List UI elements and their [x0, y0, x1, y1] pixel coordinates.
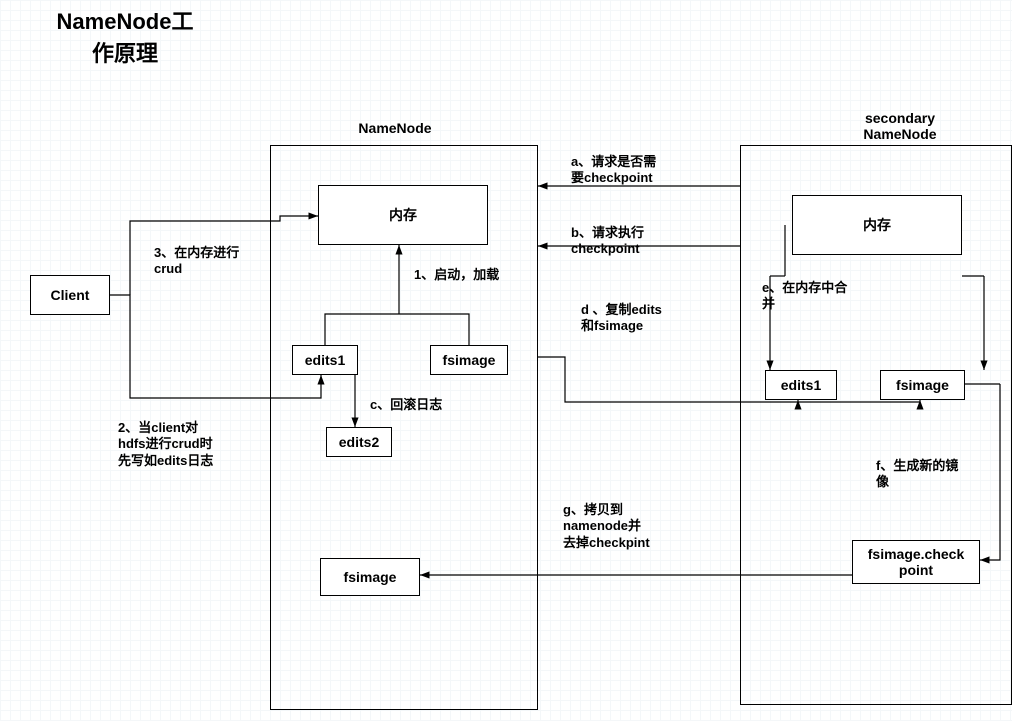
label-c-rollback-log: c、回滚日志	[370, 397, 480, 413]
client-box: Client	[30, 275, 110, 315]
edits2-box: edits2	[326, 427, 392, 457]
namenode-memory-box: 内存	[318, 185, 488, 245]
label-a-request-checkpoint: a、请求是否需 要checkpoint	[571, 154, 711, 187]
diagram-title: NameNode工 作原理	[50, 4, 200, 68]
diagram-canvas: NameNode工 作原理 NameNode secondary NameNod…	[0, 0, 1012, 721]
namenode-fsimage2-box: fsimage	[320, 558, 420, 596]
label-f-new-image: f、生成新的镜 像	[876, 458, 1006, 491]
secondary-fsimage-box: fsimage	[880, 370, 965, 400]
label-b-execute-checkpoint: b、请求执行 checkpoint	[571, 225, 711, 258]
fsimage-checkpoint-box: fsimage.check point	[852, 540, 980, 584]
label-1-startup-load: 1、启动，加载	[414, 267, 524, 283]
namenode-container-label: NameNode	[335, 120, 455, 136]
secondary-edits1-box: edits1	[765, 370, 837, 400]
secondary-namenode-container-label: secondary NameNode	[830, 110, 970, 142]
namenode-fsimage-box: fsimage	[430, 345, 508, 375]
label-g-copy-to-namenode: g、拷贝到 namenode并 去掉checkpint	[563, 502, 703, 551]
secondary-memory-box: 内存	[792, 195, 962, 255]
label-e-merge-in-memory: e、在内存中合 并	[762, 280, 892, 313]
edits1-box: edits1	[292, 345, 358, 375]
label-3-mem-crud: 3、在内存进行 crud	[154, 245, 274, 278]
label-2-client-writes-edits: 2、当client对 hdfs进行crud时 先写如edits日志	[118, 420, 258, 469]
label-d-copy-edits-fsimage: d 、复制edits 和fsimage	[581, 302, 721, 335]
